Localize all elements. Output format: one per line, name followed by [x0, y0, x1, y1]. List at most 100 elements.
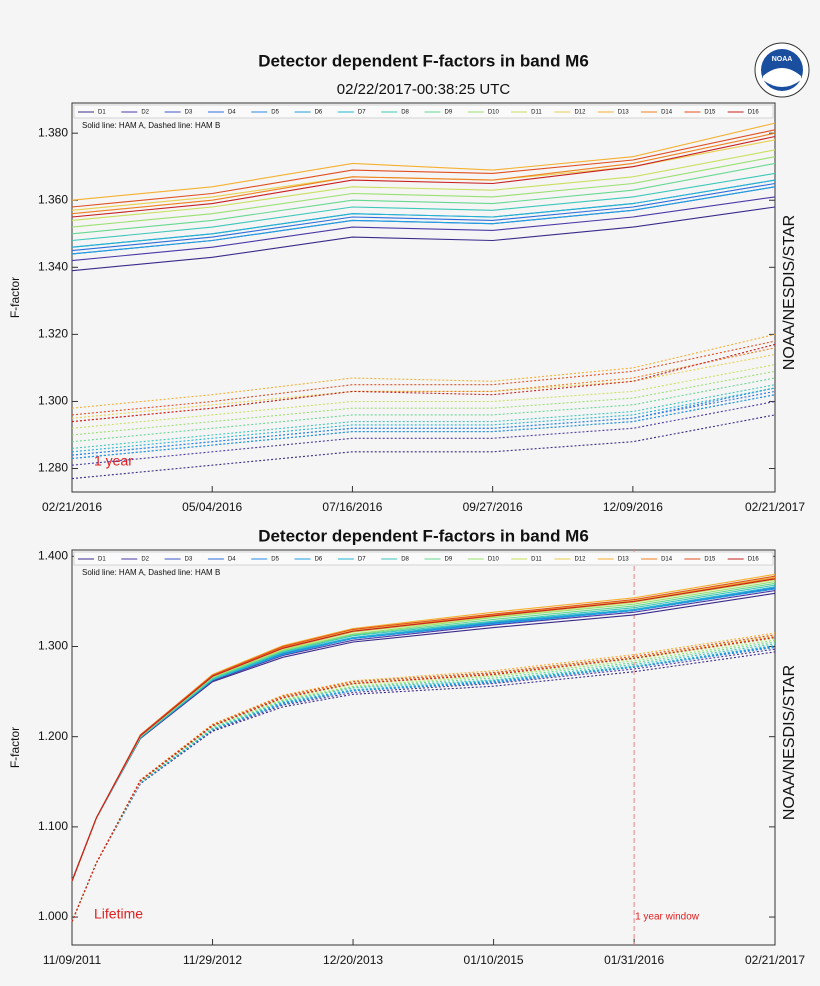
ham-b-line — [71, 384, 776, 449]
legend-label: D6 — [315, 110, 323, 116]
ham-b-line — [71, 387, 776, 453]
ham-b-line — [71, 636, 776, 922]
x-tick-label: 02/21/2017 — [745, 500, 805, 514]
noaa-logo: NOAA — [754, 42, 810, 98]
ham-b-line — [71, 343, 776, 423]
legend-label: D11 — [531, 110, 542, 116]
legend-label: D8 — [401, 557, 409, 563]
legend-label: D8 — [401, 110, 409, 116]
y-tick-label: 1.000 — [38, 909, 68, 923]
legend-label: D2 — [141, 557, 149, 563]
y-tick-label: 1.300 — [38, 394, 68, 408]
ham-a-line — [71, 135, 776, 218]
side-label: NOAA/NESDIS/STAR — [781, 665, 798, 820]
ham-a-line — [71, 186, 776, 255]
ham-a-line — [71, 196, 776, 262]
legend-label: D10 — [488, 110, 500, 116]
legend: D1 D2 D3 D4 D5 D6 D7 D8 D9 D10 D11 D12 D13 D14 D15 D16 — [73, 551, 774, 566]
legend-label: D13 — [618, 110, 630, 116]
legend-label: D9 — [445, 557, 453, 563]
legend-label: D5 — [271, 110, 279, 116]
plot-frame — [71, 102, 776, 493]
ham-b-line — [71, 646, 776, 922]
ham-b-line — [71, 387, 776, 456]
y-axis-label: F-factor — [8, 727, 22, 768]
legend-box — [73, 551, 774, 566]
y-tick-label: 1.200 — [38, 729, 68, 743]
ham-b-line — [71, 641, 776, 922]
ham-b-line — [71, 394, 776, 460]
x-tick-label: 12/20/2013 — [323, 953, 383, 967]
ham-b-line — [71, 377, 776, 443]
ham-a-line — [71, 122, 776, 201]
legend-label: D10 — [488, 557, 500, 563]
legend-label: D12 — [574, 110, 586, 116]
y-axis-label: F-factor — [8, 277, 22, 318]
y-tick-label: 1.400 — [38, 548, 68, 562]
ham-b-line — [71, 400, 776, 466]
legend-label: D13 — [618, 557, 630, 563]
window-label: 1 year window — [635, 912, 700, 923]
y-tick-label: 1.320 — [38, 327, 68, 341]
legend-note: Solid line: HAM A, Dashed line: HAM B — [82, 121, 220, 130]
legend-label: D1 — [98, 557, 106, 563]
legend-label: D16 — [748, 557, 760, 563]
ham-b-line — [71, 340, 776, 416]
x-tick-label: 09/27/2016 — [463, 500, 523, 514]
chart-title: Detector dependent F-factors in band M6 — [258, 51, 589, 70]
ham-b-line — [71, 333, 776, 409]
legend-label: D14 — [661, 110, 673, 116]
y-tick-label: 1.360 — [38, 192, 68, 206]
x-tick-label: 01/10/2015 — [464, 953, 524, 967]
ham-a-line — [71, 182, 776, 252]
ham-b-line — [71, 643, 776, 922]
ham-b-line — [71, 639, 776, 922]
x-tick-label: 05/04/2016 — [182, 500, 242, 514]
legend-label: D7 — [358, 110, 366, 116]
chart-title: Detector dependent F-factors in band M6 — [258, 526, 589, 545]
legend-label: D7 — [358, 557, 366, 563]
ham-a-line — [71, 206, 776, 272]
legend-label: D14 — [661, 557, 673, 563]
x-tick-label: 02/21/2017 — [745, 953, 805, 967]
legend-label: D3 — [185, 110, 193, 116]
legend-label: D6 — [315, 557, 323, 563]
legend-label: D16 — [748, 110, 760, 116]
ham-b-line — [71, 637, 776, 922]
legend: D1 D2 D3 D4 D5 D6 D7 D8 D9 D10 D11 D12 D13 D14 D15 D16 — [73, 104, 774, 119]
ham-b-line — [71, 370, 776, 436]
x-tick-label: 07/16/2016 — [322, 500, 382, 514]
chart-subtitle: 02/22/2017-00:38:25 UTC — [337, 81, 511, 98]
ham-b-line — [71, 632, 776, 922]
y-tick-label: 1.100 — [38, 819, 68, 833]
logo-gull — [763, 68, 801, 87]
legend-label: D15 — [704, 110, 716, 116]
y-tick-label: 1.380 — [38, 125, 68, 139]
legend-label: D3 — [185, 557, 193, 563]
ham-a-line — [71, 129, 776, 208]
ham-a-line — [71, 149, 776, 221]
legend-label: D4 — [228, 557, 236, 563]
ham-a-line — [71, 172, 776, 242]
legend-label: D1 — [98, 110, 106, 116]
side-label: NOAA/NESDIS/STAR — [781, 215, 798, 370]
y-tick-label: 1.300 — [38, 639, 68, 653]
legend-note: Solid line: HAM A, Dashed line: HAM B — [82, 568, 220, 577]
ham-b-line — [71, 414, 776, 480]
legend-label: D15 — [704, 557, 716, 563]
ham-a-line — [71, 578, 776, 882]
ham-b-line — [71, 364, 776, 429]
logo-text: NOAA — [772, 56, 793, 63]
legend-label: D9 — [445, 110, 453, 116]
x-tick-label: 11/09/2011 — [43, 953, 102, 967]
legend-label: D5 — [271, 557, 279, 563]
x-tick-label: 12/09/2016 — [603, 500, 663, 514]
x-tick-label: 02/21/2016 — [42, 500, 102, 514]
ham-a-line — [71, 162, 776, 235]
plot-frame — [71, 549, 776, 946]
ham-a-line — [71, 132, 776, 215]
ham-b-line — [71, 353, 776, 419]
legend-label: D2 — [141, 110, 149, 116]
